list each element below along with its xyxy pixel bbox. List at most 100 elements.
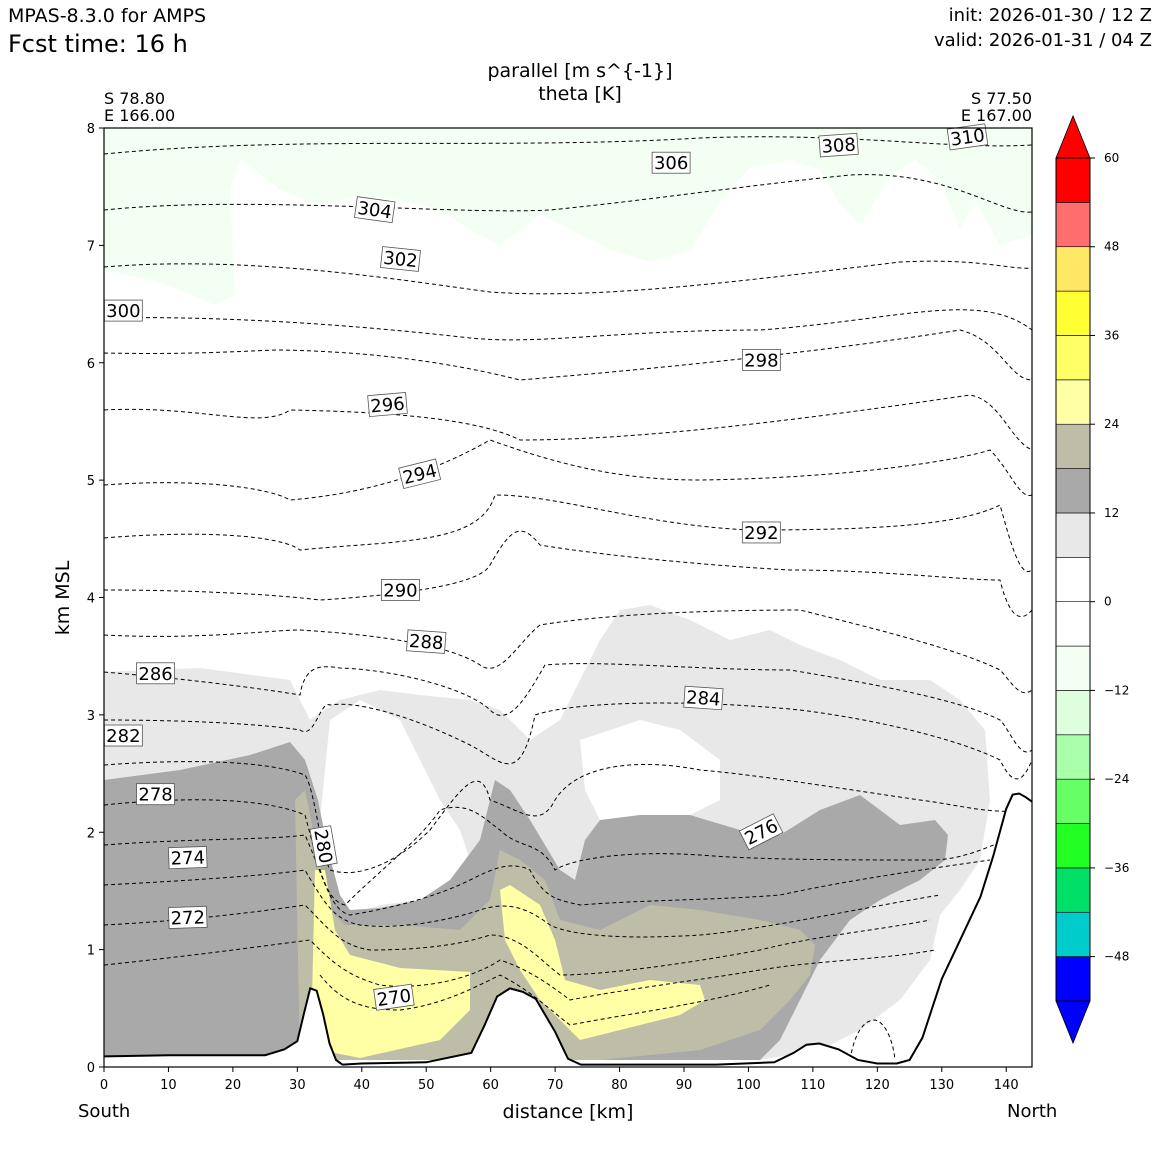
x-tick-label: 40 [354, 1078, 371, 1093]
colorbar-segment [1055, 734, 1091, 780]
contour-label-286: 286 [136, 662, 175, 685]
contour-label-box [683, 685, 724, 711]
y-axis: 0 1 2 3 4 5 6 7 8 [87, 122, 104, 1076]
colorbar-tick-label: 60 [1104, 151, 1119, 165]
x-tick-label: 90 [676, 1078, 693, 1093]
chart-title-line2: theta [K] [538, 83, 622, 105]
colorbar-segment [1055, 379, 1091, 425]
x-tick-label: 70 [547, 1078, 564, 1093]
x-tick-label: 60 [482, 1078, 499, 1093]
contour-label-box [818, 132, 859, 158]
x-axis-label: distance [km] [503, 1101, 634, 1123]
contour-label-text: 270 [376, 985, 413, 1011]
contour-label-270: 270 [373, 983, 415, 1011]
contour-label-308: 308 [818, 132, 859, 158]
valid-time: valid: 2026-01-31 / 04 Z [934, 30, 1152, 51]
y-tick-label: 2 [87, 826, 95, 841]
contour-label-box [946, 123, 989, 151]
x-tick-label: 110 [800, 1078, 825, 1093]
colorbar-segment [1055, 956, 1091, 1002]
contour-label-box [136, 783, 175, 806]
x-tick-label: 130 [929, 1078, 954, 1093]
colorbar-segment [1055, 468, 1091, 514]
wind-shade-white-core [320, 700, 470, 915]
colorbar-segment [1055, 823, 1091, 869]
contour-label-text: 290 [383, 580, 417, 601]
colorbar-segment [1055, 778, 1091, 824]
x-axis: 0 10 20 30 40 50 60 70 80 90 100 110 120 130 140 [100, 1067, 1019, 1093]
terrain-layer [103, 792, 1033, 1067]
start-latitude: S 78.80 [104, 89, 166, 108]
x-tick-label: 0 [100, 1078, 108, 1093]
colorbar-tick-label: 36 [1104, 328, 1119, 342]
colorbar: 60 48 36 24 12 0 −12 −24 −36 −48 [1055, 114, 1129, 1045]
contour-label-text: 298 [744, 350, 778, 371]
x-tick-label: 100 [736, 1078, 761, 1093]
contour-label-text: 310 [949, 125, 986, 151]
start-longitude: E 166.00 [104, 106, 176, 125]
x-tick-label: 140 [994, 1078, 1019, 1093]
contour-label-box [167, 846, 208, 870]
end-longitude: E 167.00 [960, 106, 1032, 125]
contour-label-290: 290 [381, 579, 420, 601]
colorbar-tick-label: −36 [1104, 861, 1129, 875]
x-tick-label: 30 [289, 1078, 306, 1093]
y-tick-label: 7 [87, 239, 95, 254]
contour-label-box [651, 151, 691, 174]
colorbar-tick-label: −12 [1104, 683, 1129, 697]
contour-label-text: 272 [170, 907, 205, 929]
contour-label-box [406, 629, 447, 654]
contour-label-300: 300 [103, 299, 143, 322]
colorbar-tick-label: 0 [1104, 595, 1112, 609]
contour-label-text: 274 [170, 847, 205, 869]
colorbar-tick-label: 48 [1104, 240, 1119, 254]
y-tick-label: 3 [87, 709, 95, 724]
init-time: init: 2026-01-30 / 12 Z [948, 5, 1152, 26]
chart-title-line1: parallel [m s^{-1}] [487, 60, 673, 82]
wind-shade-white-core2 [580, 720, 720, 820]
terrain-fill [104, 793, 1032, 1067]
contour-label-box [136, 662, 175, 685]
y-tick-label: 4 [87, 592, 95, 607]
contour-label-text: 302 [382, 248, 418, 272]
contour-label-box [354, 196, 396, 224]
colorbar-tick-label: 12 [1104, 506, 1119, 520]
colorbar-segment [1055, 645, 1091, 691]
contour-label-272: 272 [167, 905, 208, 930]
contour-label-box [741, 521, 781, 544]
contour-label-text: 304 [356, 198, 393, 224]
wind-shade-yellow [312, 870, 470, 1058]
colorbar-segment [1055, 202, 1091, 248]
south-direction-label: South [78, 1101, 131, 1122]
contour-label-text: 282 [106, 726, 140, 747]
contour-label-box [167, 905, 208, 930]
y-tick-label: 0 [87, 1061, 95, 1076]
colorbar-segment [1055, 690, 1091, 736]
contour-label-box [381, 579, 420, 601]
contour-label-292: 292 [741, 521, 781, 544]
contour-label-text: 286 [138, 664, 172, 685]
colorbar-over-arrow [1055, 114, 1091, 159]
wind-shade-green-top [104, 128, 1032, 305]
colorbar-segment [1055, 423, 1091, 469]
theta-contours [104, 136, 1032, 1061]
contour-label-text: 294 [401, 460, 439, 489]
contour-label-box [367, 391, 408, 418]
colorbar-frame [1055, 157, 1091, 1002]
contour-label-box [380, 246, 421, 272]
terrain-line [103, 792, 1033, 1066]
colorbar-tick-label: −48 [1104, 950, 1129, 964]
contour-label-282: 282 [103, 724, 143, 747]
y-axis-label: km MSL [52, 560, 74, 635]
contour-label-284: 284 [683, 685, 724, 711]
wind-shade-yellow2 [500, 885, 705, 1040]
end-latitude: S 77.50 [970, 89, 1032, 108]
contour-label-310: 310 [946, 123, 989, 151]
contour-label-text: 284 [685, 687, 721, 710]
colorbar-segment [1055, 246, 1091, 292]
x-tick-label: 50 [418, 1078, 435, 1093]
y-tick-label: 1 [87, 944, 95, 959]
x-tick-label: 10 [160, 1078, 177, 1093]
contour-label-box [738, 813, 784, 851]
